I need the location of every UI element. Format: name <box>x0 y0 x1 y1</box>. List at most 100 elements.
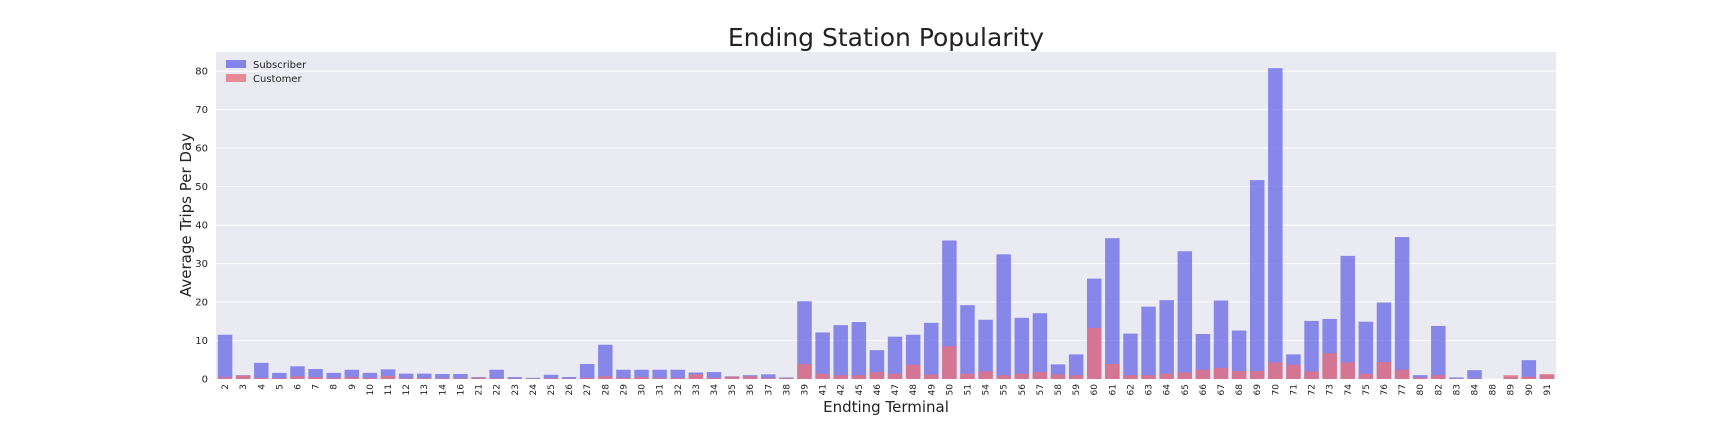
x-tick-label: 69 <box>1253 384 1263 396</box>
subscriber-bar <box>652 370 666 379</box>
customer-bar <box>236 376 250 379</box>
customer-bar <box>852 375 866 379</box>
customer-bar <box>1232 371 1246 379</box>
customer-bar <box>1395 370 1409 379</box>
x-tick-label: 35 <box>728 384 738 395</box>
x-tick-label: 50 <box>945 384 955 396</box>
subscriber-bar <box>1015 318 1029 379</box>
subscriber-bar <box>399 374 413 379</box>
customer-bar <box>1503 375 1517 379</box>
customer-bar <box>489 378 503 379</box>
customer-bar <box>1178 372 1192 379</box>
customer-bar <box>1304 371 1318 379</box>
x-tick-label: 49 <box>927 384 937 396</box>
x-tick-label: 38 <box>782 384 792 396</box>
customer-bar <box>1286 365 1300 379</box>
subscriber-bar <box>598 345 612 379</box>
x-tick-label: 59 <box>1072 384 1082 396</box>
customer-bar <box>1015 374 1029 379</box>
subscriber-bar <box>815 332 829 379</box>
customer-bar <box>381 376 395 379</box>
subscriber-bar <box>1178 251 1192 379</box>
customer-bar <box>1033 372 1047 379</box>
x-tick-label: 70 <box>1271 384 1281 396</box>
x-tick-label: 26 <box>565 384 575 396</box>
customer-bar <box>815 374 829 379</box>
customer-bar <box>1051 374 1065 379</box>
x-tick-label: 4 <box>257 384 267 390</box>
x-tick-label: 32 <box>674 384 684 395</box>
customer-bar <box>453 378 467 379</box>
subscriber-bar <box>1395 237 1409 379</box>
subscriber-bar <box>1123 334 1137 379</box>
customer-bar <box>417 378 431 379</box>
legend-label-customer: Customer <box>253 74 302 85</box>
customer-bar <box>345 377 359 379</box>
x-tick-label: 16 <box>456 384 466 396</box>
x-tick-label: 61 <box>1108 384 1118 395</box>
subscriber-bar <box>1033 313 1047 379</box>
subscriber-bar <box>960 305 974 379</box>
customer-bar <box>1377 362 1391 379</box>
x-tick-label: 76 <box>1380 384 1390 396</box>
x-tick-label: 73 <box>1326 384 1336 395</box>
y-tick-label: 30 <box>195 259 208 270</box>
customer-bar <box>363 378 377 379</box>
customer-bar <box>580 378 594 379</box>
x-tick-label: 46 <box>873 384 883 396</box>
customer-bar <box>707 378 721 379</box>
subscriber-bar <box>1159 300 1173 379</box>
x-tick-label: 47 <box>891 384 901 395</box>
subscriber-bar <box>417 374 431 379</box>
customer-bar <box>435 378 449 379</box>
customer-bar <box>1359 374 1373 379</box>
y-tick-label: 40 <box>195 221 208 232</box>
customer-bar <box>1069 375 1083 379</box>
x-tick-label: 62 <box>1126 384 1136 395</box>
customer-bar <box>1159 374 1173 379</box>
x-tick-label: 89 <box>1507 384 1517 396</box>
subscriber-bar <box>580 364 594 379</box>
customer-bar <box>942 346 956 379</box>
x-tick-label: 55 <box>1000 384 1010 395</box>
customer-bar <box>779 378 793 379</box>
legend-label-subscriber: Subscriber <box>253 60 307 71</box>
x-tick-label: 5 <box>275 384 285 390</box>
customer-bar <box>634 377 648 379</box>
customer-bar <box>1413 377 1427 379</box>
x-tick-label: 67 <box>1217 384 1227 395</box>
subscriber-bar <box>833 325 847 379</box>
subscriber-bar <box>616 370 630 379</box>
x-tick-label: 66 <box>1199 384 1209 396</box>
y-tick-label: 10 <box>195 336 208 347</box>
y-tick-label: 20 <box>195 298 208 309</box>
customer-bar <box>471 378 485 379</box>
subscriber-bar <box>1304 321 1318 379</box>
x-tick-label: 58 <box>1054 384 1064 396</box>
x-tick-label: 23 <box>511 384 521 395</box>
x-tick-label: 72 <box>1308 384 1318 395</box>
x-tick-label: 29 <box>619 384 629 396</box>
legend-swatch-subscriber <box>226 60 246 68</box>
x-tick-label: 25 <box>547 384 557 395</box>
y-tick-label: 0 <box>202 375 208 386</box>
subscriber-bar <box>1431 326 1445 379</box>
x-tick-label: 36 <box>746 384 756 396</box>
x-tick-label: 80 <box>1416 384 1426 396</box>
subscriber-bar <box>1214 301 1228 379</box>
x-tick-label: 8 <box>330 384 340 390</box>
customer-bar <box>996 375 1010 379</box>
x-tick-label: 9 <box>348 384 358 390</box>
customer-bar <box>725 377 739 379</box>
customer-bar <box>1268 362 1282 379</box>
x-tick-label: 13 <box>420 384 430 395</box>
x-tick-label: 2 <box>221 384 231 390</box>
x-tick-label: 27 <box>583 384 593 395</box>
x-tick-label: 42 <box>837 384 847 395</box>
x-tick-label: 11 <box>384 384 394 395</box>
customer-bar <box>978 371 992 379</box>
subscriber-bar <box>671 370 685 379</box>
subscriber-bar <box>272 373 286 379</box>
subscriber-bar <box>1250 180 1264 379</box>
